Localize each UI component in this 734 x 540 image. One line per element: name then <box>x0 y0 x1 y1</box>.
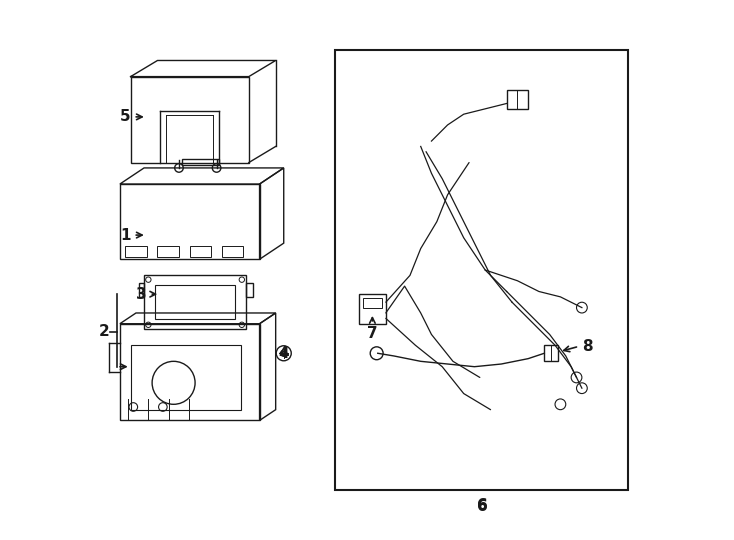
Bar <box>144 275 246 329</box>
Bar <box>139 284 144 297</box>
Text: 4: 4 <box>278 346 289 361</box>
Text: 1: 1 <box>120 227 131 242</box>
Bar <box>222 246 244 256</box>
Bar <box>181 159 219 165</box>
Bar <box>359 294 386 323</box>
Bar <box>126 246 147 256</box>
Bar <box>120 184 260 259</box>
Bar <box>155 285 236 320</box>
Bar <box>131 77 249 163</box>
Text: 5: 5 <box>120 110 131 124</box>
Bar <box>545 345 558 361</box>
Text: 8: 8 <box>582 339 592 354</box>
Text: 6: 6 <box>477 499 488 514</box>
Text: 7: 7 <box>367 326 378 341</box>
Text: 3: 3 <box>136 287 147 302</box>
Bar <box>506 90 528 109</box>
Text: 2: 2 <box>98 325 109 339</box>
Bar <box>335 50 628 490</box>
Text: 6: 6 <box>477 498 488 513</box>
Bar <box>189 246 211 256</box>
Bar <box>246 284 252 297</box>
Bar <box>363 298 382 308</box>
Bar <box>158 246 179 256</box>
Bar <box>120 323 260 421</box>
Bar <box>131 345 241 410</box>
